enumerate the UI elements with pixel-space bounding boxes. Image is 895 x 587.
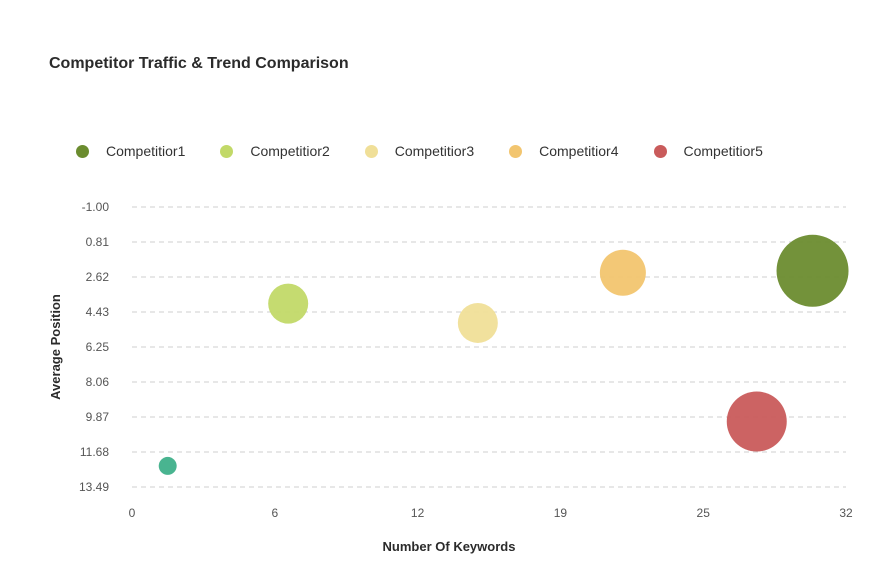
y-tick-label: 13.49 (79, 480, 109, 494)
x-tick-label: 19 (554, 506, 568, 520)
legend-swatch (364, 144, 378, 158)
y-tick-label: 9.87 (86, 410, 110, 424)
data-point-bubble[interactable] (457, 302, 498, 343)
legend-swatch (220, 144, 234, 158)
legend-swatch (76, 144, 89, 158)
legend-item-competitor1[interactable]: Competitior1 (76, 143, 185, 159)
legend: Competitior1 Competitior2 Competitior3 C… (76, 141, 798, 161)
legend-label: Competitior2 (250, 143, 330, 159)
data-point-bubble[interactable] (158, 456, 177, 475)
data-point-bubble[interactable] (599, 249, 646, 296)
x-tick-label: 6 (271, 506, 278, 520)
legend-swatch (653, 144, 667, 158)
legend-label: Competitior5 (683, 143, 763, 159)
y-tick-label: 4.43 (86, 305, 110, 319)
legend-swatch (509, 144, 523, 158)
y-tick-label: -1.00 (82, 200, 110, 214)
y-tick-label: 2.62 (86, 270, 110, 284)
data-point-bubble[interactable] (268, 283, 309, 324)
x-tick-label: 25 (697, 506, 711, 520)
legend-item-competitor5[interactable]: Competitior5 (653, 143, 763, 159)
y-axis-label: Average Position (48, 294, 63, 400)
x-tick-label: 32 (839, 506, 853, 520)
y-tick-label: 8.06 (86, 375, 110, 389)
legend-label: Competitior1 (106, 143, 186, 159)
legend-item-competitor3[interactable]: Competitior3 (364, 143, 475, 159)
y-tick-label: 11.68 (80, 445, 109, 459)
legend-label: Competitior4 (539, 143, 619, 159)
y-tick-label: 6.25 (86, 340, 110, 354)
data-point-bubble[interactable] (726, 391, 787, 452)
legend-item-competitor4[interactable]: Competitior4 (509, 143, 619, 159)
x-tick-label: 12 (411, 506, 425, 520)
x-axis-label: Number Of Keywords (383, 539, 516, 554)
legend-item-competitor2[interactable]: Competitior2 (220, 143, 330, 159)
legend-label: Competitior3 (394, 143, 475, 159)
data-point-bubble[interactable] (776, 234, 849, 307)
chart-title: Competitor Traffic & Trend Comparison (49, 55, 349, 72)
y-tick-label: 0.81 (86, 235, 110, 249)
x-tick-label: 0 (129, 506, 136, 520)
